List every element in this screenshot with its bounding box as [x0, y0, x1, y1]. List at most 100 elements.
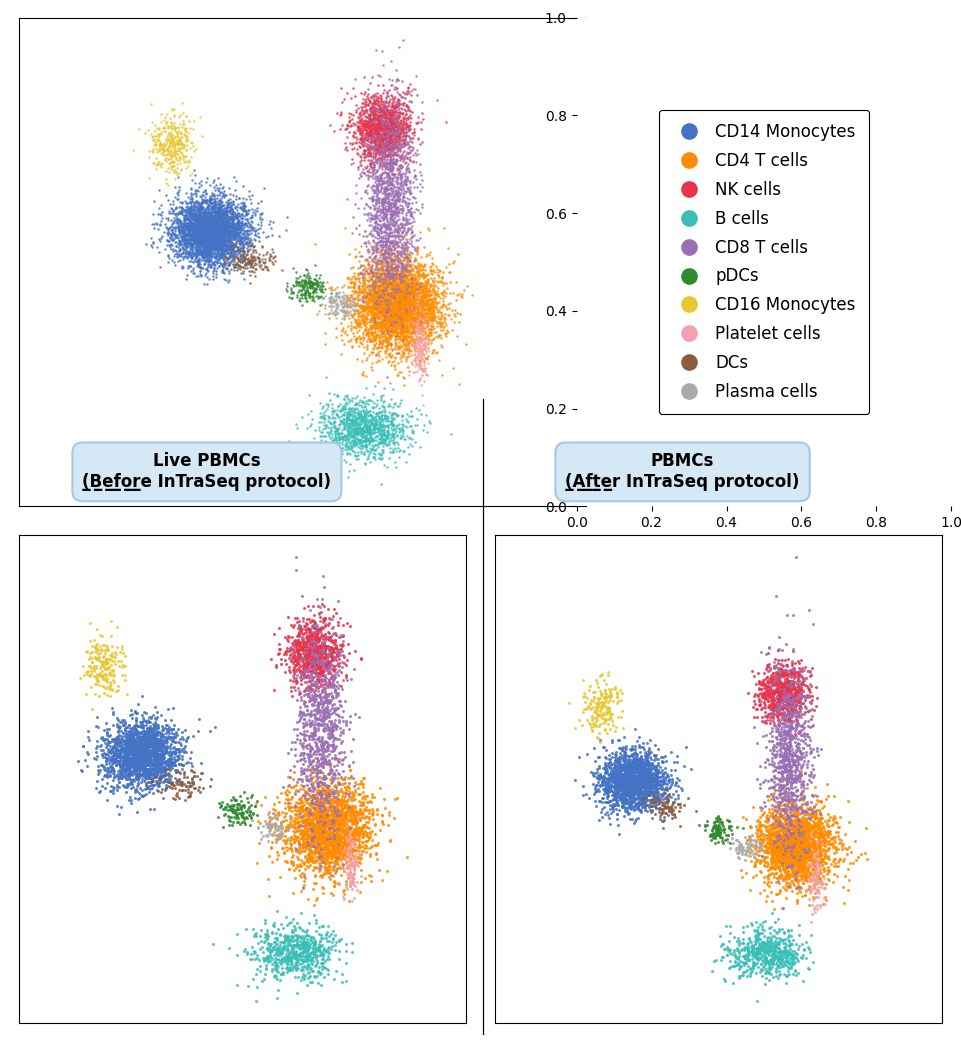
Point: [832, 831, 848, 848]
Point: [406, 314, 421, 331]
Point: [276, 779, 291, 796]
Point: [303, 635, 318, 651]
Point: [215, 227, 231, 243]
Point: [333, 829, 348, 846]
Point: [773, 689, 788, 706]
Point: [386, 281, 402, 298]
Point: [196, 212, 211, 229]
Point: [201, 241, 216, 258]
Point: [154, 736, 169, 753]
Point: [712, 927, 727, 944]
Point: [775, 808, 790, 825]
Point: [377, 187, 392, 204]
Point: [243, 263, 259, 280]
Point: [310, 658, 326, 674]
Point: [794, 776, 809, 792]
Point: [211, 235, 227, 252]
Point: [310, 820, 326, 836]
Point: [210, 238, 226, 255]
Point: [404, 217, 419, 234]
Point: [222, 940, 237, 956]
Point: [128, 746, 143, 763]
Point: [801, 824, 816, 840]
Point: [743, 837, 758, 854]
Point: [789, 810, 804, 827]
Point: [772, 953, 787, 970]
Point: [223, 229, 238, 245]
Point: [319, 662, 334, 679]
Point: [390, 338, 406, 355]
Point: [299, 680, 314, 696]
Point: [379, 279, 394, 295]
Point: [356, 105, 371, 122]
Point: [743, 933, 758, 950]
Point: [375, 119, 390, 136]
Point: [216, 248, 232, 265]
Point: [142, 760, 158, 777]
Point: [206, 226, 221, 242]
Point: [759, 839, 775, 856]
Point: [792, 703, 807, 719]
Point: [202, 239, 217, 256]
Point: [325, 718, 340, 735]
Point: [259, 929, 275, 946]
Point: [773, 846, 788, 862]
Point: [407, 306, 422, 323]
Point: [405, 407, 420, 424]
Point: [797, 718, 812, 735]
Point: [293, 672, 308, 689]
Point: [299, 611, 314, 627]
Point: [400, 309, 415, 326]
Point: [319, 275, 334, 291]
Point: [164, 776, 180, 792]
Point: [784, 845, 800, 861]
Point: [187, 208, 203, 224]
Point: [219, 236, 234, 253]
Point: [382, 158, 398, 174]
Point: [307, 761, 322, 778]
Point: [381, 332, 396, 349]
Point: [205, 190, 220, 207]
Point: [359, 147, 375, 164]
Point: [374, 411, 389, 428]
Point: [181, 244, 196, 261]
Point: [213, 235, 229, 252]
Point: [347, 294, 362, 311]
Point: [755, 948, 771, 965]
Point: [333, 106, 348, 123]
Point: [405, 271, 420, 288]
Point: [153, 134, 168, 150]
Point: [317, 809, 333, 826]
Point: [351, 431, 366, 448]
Point: [658, 753, 674, 769]
Point: [628, 757, 644, 774]
Point: [303, 738, 318, 755]
Point: [783, 737, 799, 754]
Point: [392, 201, 407, 218]
Point: [93, 736, 109, 753]
Point: [790, 836, 805, 853]
Point: [816, 870, 831, 886]
Point: [264, 254, 280, 270]
Point: [385, 117, 401, 134]
Point: [764, 837, 779, 854]
Point: [178, 160, 193, 176]
Point: [196, 236, 211, 253]
Point: [766, 691, 781, 708]
Point: [797, 843, 812, 859]
Point: [782, 774, 798, 790]
Point: [286, 670, 302, 687]
Point: [302, 685, 317, 702]
Point: [427, 289, 442, 306]
Point: [387, 109, 403, 125]
Point: [237, 815, 253, 832]
Point: [747, 955, 762, 972]
Point: [376, 246, 391, 263]
Point: [794, 813, 809, 830]
Point: [328, 720, 343, 737]
Point: [307, 665, 322, 682]
Point: [183, 167, 198, 184]
Point: [427, 302, 442, 318]
Point: [319, 811, 334, 828]
Point: [308, 808, 323, 825]
